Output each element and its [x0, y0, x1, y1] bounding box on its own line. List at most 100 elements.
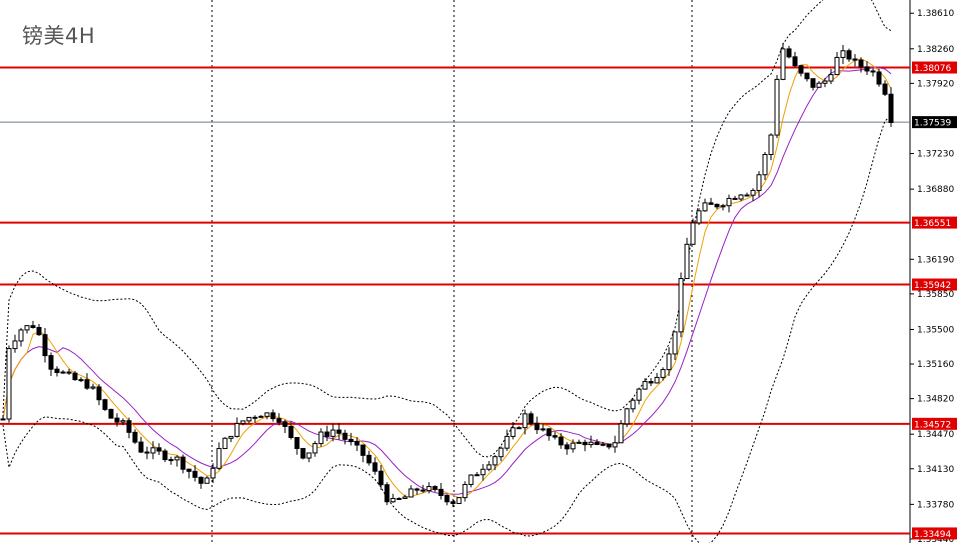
candle-body: [804, 72, 810, 80]
ma-fast-line: [2, 58, 892, 499]
candle-body: [480, 468, 486, 476]
candle-body: [216, 448, 222, 469]
candle-body: [798, 65, 804, 74]
candle-body: [414, 488, 420, 491]
candle-body: [774, 78, 780, 136]
candle-body: [186, 468, 192, 472]
candle-body: [558, 436, 564, 446]
candle-body: [498, 447, 504, 458]
candle-body: [396, 497, 402, 500]
candle-body: [12, 340, 18, 350]
candle-body: [462, 483, 468, 499]
candle-body: [636, 388, 642, 401]
candle-body: [240, 420, 246, 424]
candle-body: [438, 488, 444, 496]
candle-body: [786, 48, 792, 58]
candle-body: [126, 420, 132, 433]
candle-body: [120, 420, 126, 423]
price-tick-label: 1.33780: [917, 500, 954, 510]
candle-body: [492, 456, 498, 466]
candle-body: [246, 416, 252, 422]
candle-body: [282, 421, 288, 427]
candle-body: [264, 412, 270, 417]
current-price-label-bg: [912, 116, 957, 129]
candle-body: [102, 399, 108, 410]
candle-body: [66, 371, 72, 374]
candle-body: [594, 441, 600, 445]
level-label-bg: [912, 216, 957, 229]
candle-body: [696, 210, 702, 224]
candle-body: [312, 443, 318, 454]
candle-body: [288, 425, 294, 439]
candle-body: [300, 447, 306, 459]
candle-body: [18, 329, 24, 342]
candle-body: [690, 222, 696, 245]
candle-body: [318, 431, 324, 445]
candle-body: [876, 71, 882, 85]
level-label: 1.38076: [914, 64, 951, 74]
candle-body: [516, 427, 522, 430]
candle-body: [222, 437, 228, 450]
candle-body: [870, 70, 876, 73]
candle-body: [54, 368, 60, 374]
price-tick-label: 1.34470: [917, 430, 954, 440]
candle-body: [162, 450, 168, 461]
candle-body: [552, 435, 558, 438]
candle-body: [156, 447, 162, 452]
price-tick-label: 1.35850: [917, 290, 954, 300]
candle-body: [426, 486, 432, 492]
candle-body: [768, 134, 774, 156]
level-label-bg: [912, 278, 957, 291]
level-label: 1.36551: [914, 219, 951, 229]
candle-body: [600, 443, 606, 446]
candle-body: [564, 444, 570, 450]
candle-body: [810, 78, 816, 88]
candle-body: [588, 441, 594, 446]
bollinger-upper: [2, 0, 892, 458]
candle-body: [648, 381, 654, 384]
candle-body: [132, 431, 138, 443]
candle-body: [642, 381, 648, 390]
candle-body: [336, 429, 342, 434]
candle-body: [258, 415, 264, 418]
candle-body: [72, 372, 78, 381]
candle-body: [468, 474, 474, 485]
candle-body: [330, 429, 336, 437]
price-tick-label: 1.34130: [917, 465, 954, 475]
candle-body: [408, 488, 414, 498]
candle-body: [36, 326, 42, 336]
price-tick-label: 1.36190: [917, 255, 954, 265]
candle-body: [888, 93, 894, 123]
candle-body: [204, 477, 210, 484]
candle-body: [534, 422, 540, 431]
candle-body: [6, 348, 12, 420]
candle-body: [684, 243, 690, 280]
level-label: 1.33494: [914, 530, 951, 540]
candle-body: [444, 494, 450, 503]
candle-body: [714, 203, 720, 208]
candle-body: [48, 355, 54, 370]
candle-body: [660, 369, 666, 378]
candle-body: [726, 197, 732, 207]
candle-body: [366, 454, 372, 464]
price-tick-label: 1.35160: [917, 360, 954, 370]
candle-body: [228, 435, 234, 439]
candle-body: [234, 422, 240, 437]
candle-body: [504, 435, 510, 449]
candle-body: [144, 451, 150, 454]
candle-body: [846, 50, 852, 60]
candle-body: [582, 441, 588, 446]
candle-body: [522, 413, 528, 429]
price-tick-label: 1.37230: [917, 150, 954, 160]
candle-body: [840, 50, 846, 58]
candle-body: [540, 428, 546, 431]
candle-body: [858, 59, 864, 68]
candle-body: [702, 202, 708, 212]
candle-body: [708, 202, 714, 205]
candle-body: [474, 474, 480, 477]
level-label: 1.34572: [914, 420, 951, 430]
candle-body: [486, 464, 492, 470]
price-tick-label: 1.35500: [917, 325, 954, 335]
candle-body: [210, 467, 216, 479]
